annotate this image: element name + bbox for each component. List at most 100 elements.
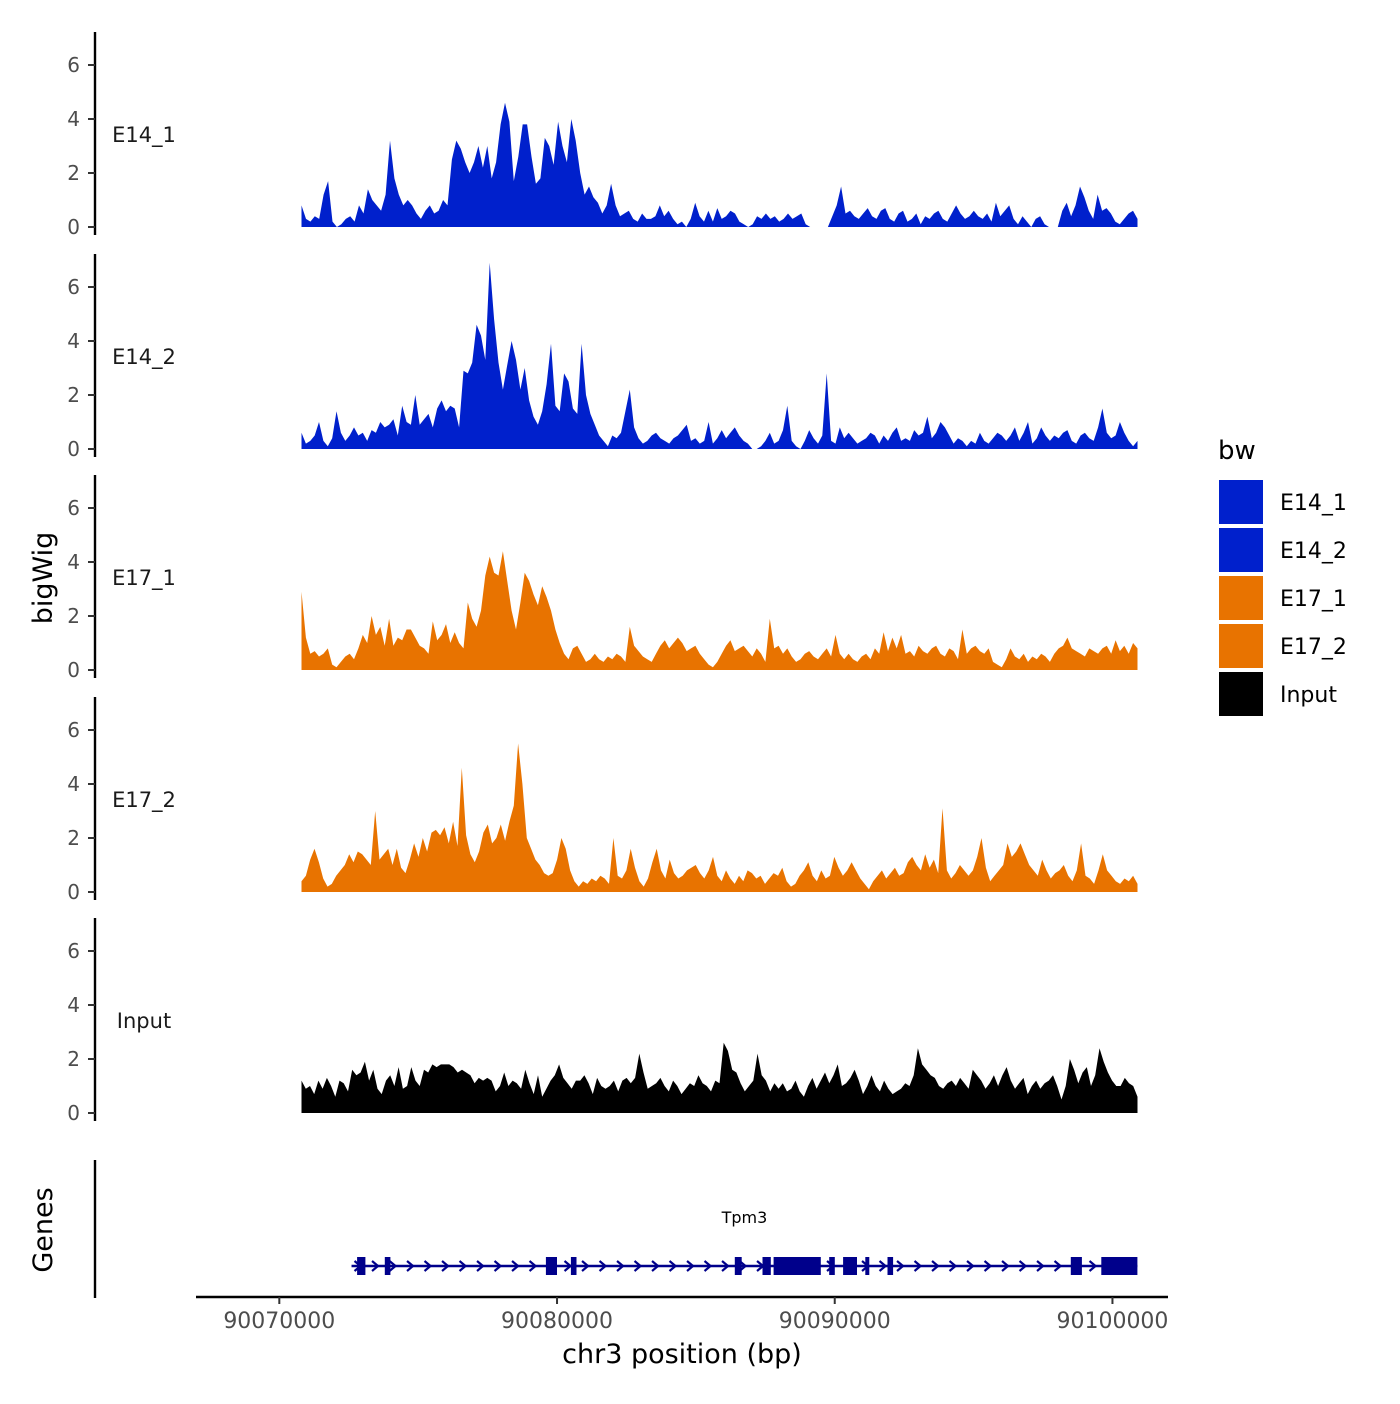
strand-arrow — [598, 1260, 608, 1272]
y-tick-label: 0 — [67, 880, 80, 904]
y-tick-label: 6 — [67, 275, 80, 299]
strand-arrow — [686, 1260, 695, 1272]
legend-title: bw — [1218, 436, 1256, 466]
track-label-Input: Input — [117, 1009, 171, 1033]
genes-axis-title: Genes — [28, 1187, 59, 1272]
signal-area-E17_1 — [301, 551, 1138, 670]
legend-label-Input: Input — [1280, 683, 1337, 708]
y-tick-label: 0 — [67, 215, 80, 239]
strand-arrow — [931, 1260, 940, 1272]
strand-arrow — [406, 1260, 415, 1272]
gene-exon — [829, 1257, 835, 1275]
strand-arrow — [878, 1260, 888, 1272]
strand-arrow — [441, 1260, 450, 1272]
gene-exon — [887, 1257, 894, 1275]
strand-arrow — [528, 1260, 538, 1272]
signal-area-E14_1 — [301, 102, 1138, 227]
gene-exon — [1101, 1257, 1138, 1275]
strand-arrow — [423, 1260, 433, 1272]
legend-key-E17_2 — [1219, 624, 1263, 668]
strand-arrow — [458, 1260, 468, 1272]
strand-arrow — [651, 1260, 660, 1272]
panel-E14_2: 0 2 4 6 E14_2 — [67, 254, 1138, 461]
y-tick-label: 6 — [67, 939, 80, 963]
legend-label-E17_1: E17_1 — [1280, 587, 1347, 612]
y-tick-label: 6 — [67, 53, 80, 77]
strand-arrow — [493, 1260, 503, 1272]
x-axis-title: chr3 position (bp) — [562, 1339, 802, 1370]
x-tick-label: 90070000 — [223, 1309, 335, 1334]
strand-arrow — [721, 1260, 730, 1272]
y-tick-label: 2 — [67, 1047, 80, 1071]
legend-label-E14_1: E14_1 — [1280, 491, 1347, 516]
y-axis-title: bigWig — [28, 532, 59, 625]
y-tick-label: 6 — [67, 496, 80, 520]
strand-arrow — [913, 1260, 923, 1272]
signal-panels: 0 2 4 6 E14_1 0 2 4 6 E14_2 0 2 4 6 E17_1 0 2 4 6 E17_2 0 2 4 6… — [67, 32, 1138, 1125]
strand-arrow — [983, 1260, 993, 1272]
panel-E14_1: 0 2 4 6 E14_1 — [67, 32, 1138, 239]
legend-key-E14_1 — [1219, 480, 1263, 524]
strand-arrow — [511, 1260, 520, 1272]
legend-label-E14_2: E14_2 — [1280, 539, 1347, 564]
strand-arrow — [388, 1260, 398, 1272]
y-tick-label: 0 — [67, 437, 80, 461]
strand-arrow — [563, 1260, 573, 1272]
y-tick-label: 2 — [67, 826, 80, 850]
x-tick-label: 90100000 — [1056, 1309, 1168, 1334]
gene-exon — [570, 1257, 577, 1275]
strand-arrow — [1001, 1260, 1010, 1272]
y-tick-label: 4 — [67, 107, 80, 131]
gene-name-label: Tpm3 — [721, 1208, 768, 1227]
gene-exon — [545, 1257, 557, 1275]
gene-exon — [1070, 1257, 1082, 1275]
gene-track: Tpm3 — [93, 1160, 1138, 1298]
strand-arrow — [703, 1260, 713, 1272]
track-label-E17_1: E17_1 — [112, 566, 176, 591]
y-tick-label: 2 — [67, 604, 80, 628]
panel-Input: 0 2 4 6 Input — [67, 918, 1138, 1125]
signal-area-E14_2 — [301, 262, 1138, 449]
y-tick-label: 4 — [67, 550, 80, 574]
track-label-E17_2: E17_2 — [112, 788, 176, 813]
y-tick-label: 2 — [67, 383, 80, 407]
y-tick-label: 0 — [67, 1101, 80, 1125]
strand-arrow — [616, 1260, 625, 1272]
legend-key-E14_2 — [1219, 528, 1263, 572]
track-label-E14_2: E14_2 — [112, 345, 176, 370]
gene-exon — [865, 1257, 870, 1275]
strand-arrow — [633, 1260, 643, 1272]
strand-arrow — [1018, 1260, 1028, 1272]
strand-arrow — [1053, 1260, 1063, 1272]
x-tick-label: 90090000 — [779, 1309, 891, 1334]
strand-arrow — [581, 1260, 590, 1272]
strand-arrow — [1036, 1260, 1045, 1272]
gene-exon — [773, 1257, 821, 1275]
panel-E17_2: 0 2 4 6 E17_2 — [67, 697, 1138, 904]
strand-arrow — [896, 1260, 905, 1272]
signal-area-Input — [301, 1042, 1138, 1113]
strand-arrow — [966, 1260, 975, 1272]
gene-exon — [357, 1257, 366, 1275]
strand-arrow — [668, 1260, 678, 1272]
y-tick-label: 4 — [67, 993, 80, 1017]
y-tick-label: 0 — [67, 658, 80, 682]
track-label-E14_1: E14_1 — [112, 123, 176, 148]
strand-arrow — [948, 1260, 958, 1272]
legend: bw E14_1 E14_2 E17_1 E17_2 Input — [1218, 436, 1347, 716]
gene-exon — [843, 1257, 857, 1275]
gene-exon — [384, 1257, 391, 1275]
signal-area-E17_2 — [301, 743, 1138, 892]
legend-label-E17_2: E17_2 — [1280, 635, 1347, 660]
y-tick-label: 4 — [67, 329, 80, 353]
x-axis: 90070000 90080000 90090000 90100000 — [196, 1295, 1168, 1334]
panel-E17_1: 0 2 4 6 E17_1 — [67, 475, 1138, 682]
y-tick-label: 4 — [67, 772, 80, 796]
strand-arrow — [476, 1260, 485, 1272]
x-tick-label: 90080000 — [501, 1309, 613, 1334]
legend-key-Input — [1219, 672, 1263, 716]
y-tick-label: 2 — [67, 161, 80, 185]
strand-arrow — [1088, 1260, 1098, 1272]
gene-exon — [762, 1257, 771, 1275]
